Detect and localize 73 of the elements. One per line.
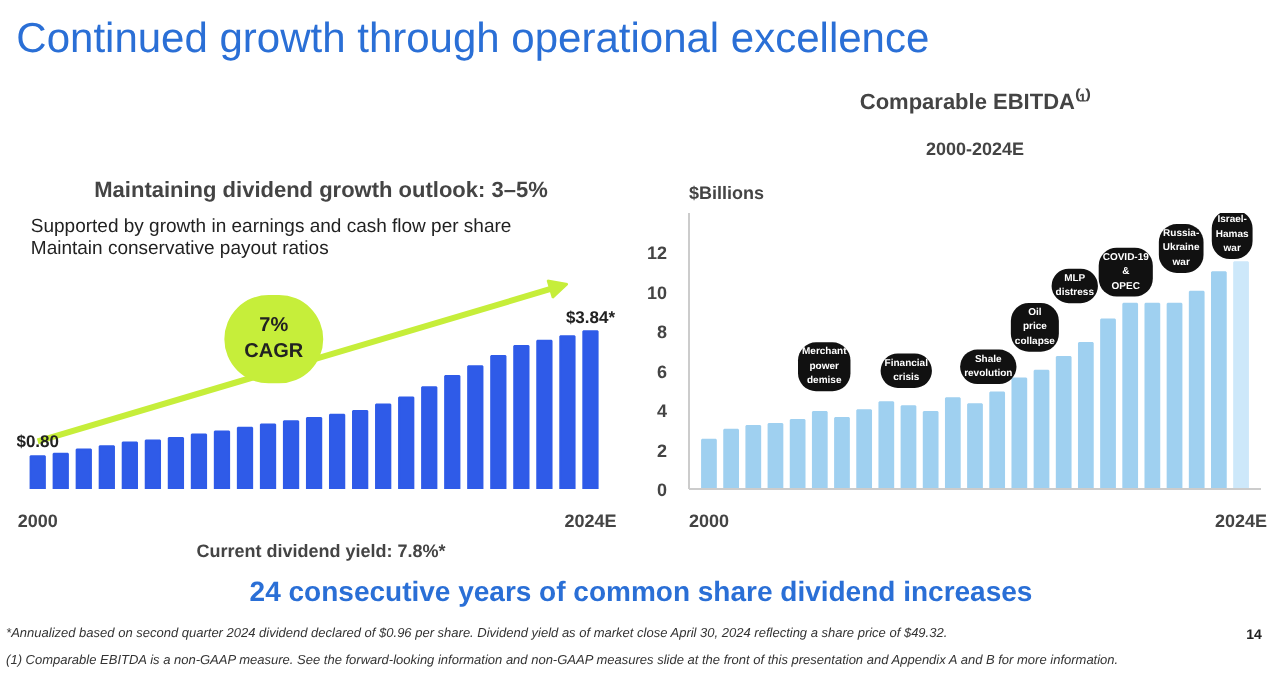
bar xyxy=(856,409,873,489)
bar xyxy=(467,365,484,489)
bar xyxy=(305,416,323,489)
bar xyxy=(190,433,208,489)
bar xyxy=(1077,342,1094,489)
bar xyxy=(723,428,739,489)
bar xyxy=(1100,318,1116,489)
bar xyxy=(582,330,599,489)
bar xyxy=(701,438,717,489)
text: Current dividend yield: 7.8%* xyxy=(196,541,447,561)
y-tick-label: 10 xyxy=(646,282,668,303)
chart-title: Continued growth through operational excellence xyxy=(16,16,930,62)
bar xyxy=(375,403,392,489)
bar xyxy=(144,439,162,489)
x-tick-label: 2000 xyxy=(17,511,58,531)
bar xyxy=(259,423,277,489)
bar xyxy=(944,397,961,489)
bar xyxy=(967,403,983,489)
bar xyxy=(282,420,300,489)
bar xyxy=(52,452,69,489)
y-axis-title: $Billions xyxy=(689,183,765,203)
bar xyxy=(789,419,806,489)
bar xyxy=(1211,271,1227,489)
y-tick-label: 2 xyxy=(656,440,668,461)
bar xyxy=(236,426,254,489)
x-tick-label: 2000 xyxy=(688,511,729,531)
bar xyxy=(745,424,762,489)
text: Supported by growth in earnings and cash flow per share xyxy=(30,216,512,239)
chart-subtitle: Maintaining dividend growth outlook: 3–5% xyxy=(94,179,549,203)
bar xyxy=(167,437,185,489)
bar xyxy=(352,409,369,489)
bar xyxy=(922,411,939,489)
bar xyxy=(1055,355,1072,489)
y-tick-label: 12 xyxy=(646,243,668,264)
bar xyxy=(490,354,507,489)
bar xyxy=(513,345,530,489)
y-tick-label: 6 xyxy=(656,361,668,382)
bar xyxy=(1122,302,1139,489)
bar xyxy=(421,386,438,489)
bar xyxy=(398,396,415,489)
bar xyxy=(878,401,895,489)
x-tick-label: 2024E xyxy=(564,511,617,531)
bar xyxy=(75,448,92,489)
bar xyxy=(811,411,828,489)
bar xyxy=(834,417,850,489)
bar xyxy=(536,339,553,489)
x-tick-label: 2024E xyxy=(1215,511,1268,531)
data-label: $0.80 xyxy=(16,431,60,452)
bar xyxy=(900,405,917,489)
chart-subtitle: 2000-2024E xyxy=(925,139,1025,159)
bar xyxy=(1233,261,1249,489)
bar xyxy=(559,335,576,489)
bar xyxy=(444,375,461,489)
y-tick-label: 4 xyxy=(656,401,668,422)
chart-title: Comparable EBITDA⁽¹⁾ xyxy=(859,87,1093,115)
bar xyxy=(328,413,346,489)
bar xyxy=(121,441,138,489)
annotation: 7% CAGR xyxy=(244,314,305,364)
bar xyxy=(213,430,231,489)
data-label: $3.84* xyxy=(565,306,617,327)
text: Maintain conservative payout ratios xyxy=(30,238,330,261)
bar xyxy=(767,422,784,489)
bar xyxy=(1144,302,1161,489)
bar xyxy=(1011,377,1028,489)
bar xyxy=(1166,302,1183,489)
bar xyxy=(98,445,115,489)
bar xyxy=(29,455,46,489)
bar xyxy=(1033,369,1050,489)
text: 24 consecutive years of common share dividend increases xyxy=(249,574,1033,607)
bar xyxy=(1188,290,1205,489)
bar xyxy=(989,391,1006,489)
y-tick-label: 0 xyxy=(656,480,668,500)
y-tick-label: 8 xyxy=(656,322,668,343)
